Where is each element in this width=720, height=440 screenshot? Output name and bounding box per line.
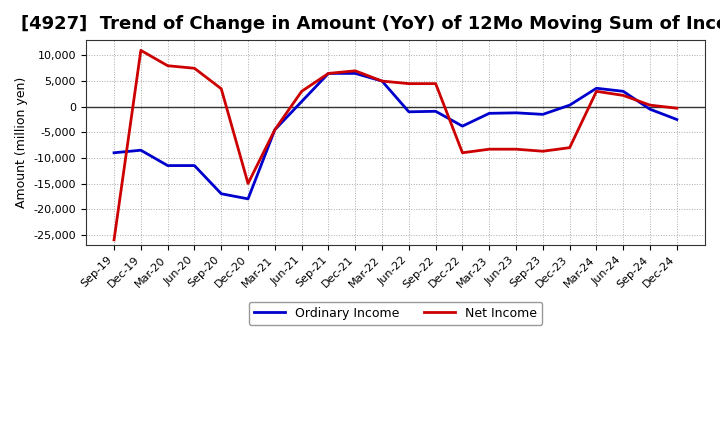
Ordinary Income bbox=[163, 163, 172, 168]
Net Income bbox=[217, 86, 225, 92]
Ordinary Income bbox=[217, 191, 225, 196]
Net Income bbox=[672, 106, 681, 111]
Net Income bbox=[539, 149, 547, 154]
Net Income bbox=[109, 237, 118, 242]
Ordinary Income bbox=[646, 106, 654, 112]
Net Income bbox=[297, 89, 306, 94]
Net Income bbox=[244, 181, 253, 186]
Ordinary Income bbox=[458, 124, 467, 129]
Ordinary Income bbox=[271, 127, 279, 132]
Net Income bbox=[324, 71, 333, 76]
Net Income bbox=[405, 81, 413, 86]
Net Income bbox=[646, 103, 654, 108]
Ordinary Income bbox=[351, 71, 359, 76]
Ordinary Income bbox=[565, 103, 574, 108]
Line: Ordinary Income: Ordinary Income bbox=[114, 73, 677, 199]
Net Income bbox=[190, 66, 199, 71]
Net Income bbox=[271, 127, 279, 132]
Legend: Ordinary Income, Net Income: Ordinary Income, Net Income bbox=[248, 302, 542, 325]
Net Income bbox=[431, 81, 440, 86]
Line: Net Income: Net Income bbox=[114, 50, 677, 240]
Net Income bbox=[378, 78, 387, 84]
Ordinary Income bbox=[619, 89, 628, 94]
Ordinary Income bbox=[405, 109, 413, 114]
Net Income bbox=[163, 63, 172, 68]
Ordinary Income bbox=[539, 112, 547, 117]
Ordinary Income bbox=[672, 117, 681, 122]
Ordinary Income bbox=[485, 111, 494, 116]
Ordinary Income bbox=[190, 163, 199, 168]
Ordinary Income bbox=[324, 71, 333, 76]
Net Income bbox=[137, 48, 145, 53]
Ordinary Income bbox=[431, 109, 440, 114]
Y-axis label: Amount (million yen): Amount (million yen) bbox=[15, 77, 28, 208]
Ordinary Income bbox=[109, 150, 118, 155]
Ordinary Income bbox=[592, 86, 600, 91]
Ordinary Income bbox=[512, 110, 521, 115]
Net Income bbox=[512, 147, 521, 152]
Ordinary Income bbox=[297, 99, 306, 104]
Ordinary Income bbox=[137, 147, 145, 153]
Net Income bbox=[592, 89, 600, 94]
Net Income bbox=[565, 145, 574, 150]
Ordinary Income bbox=[244, 196, 253, 202]
Net Income bbox=[485, 147, 494, 152]
Ordinary Income bbox=[378, 78, 387, 84]
Net Income bbox=[458, 150, 467, 155]
Net Income bbox=[351, 68, 359, 73]
Title: [4927]  Trend of Change in Amount (YoY) of 12Mo Moving Sum of Incomes: [4927] Trend of Change in Amount (YoY) o… bbox=[21, 15, 720, 33]
Net Income bbox=[619, 93, 628, 98]
